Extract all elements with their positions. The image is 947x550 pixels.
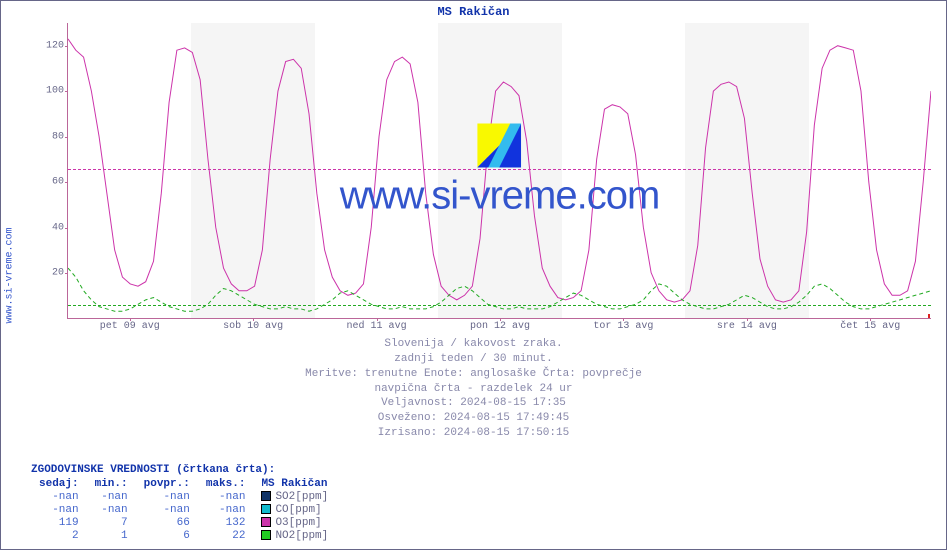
series-o3 <box>68 39 931 302</box>
caption-line: Izrisano: 2024-08-15 17:50:15 <box>1 426 946 441</box>
y-tick <box>65 46 68 47</box>
legend-col-header: povpr.: <box>136 478 198 491</box>
caption-line: Osveženo: 2024-08-15 17:49:45 <box>1 411 946 426</box>
y-tick-label: 20 <box>42 268 64 279</box>
legend-table: sedaj:min.:povpr.:maks.:MS Rakičan -nan-… <box>31 478 336 543</box>
avg-rule <box>68 305 931 306</box>
y-tick <box>65 228 68 229</box>
outer-y-label-text: www.si-vreme.com <box>5 227 16 323</box>
x-tick-label: čet 15 avg <box>840 321 900 332</box>
legend-series-cell: CO[ppm] <box>253 504 336 517</box>
legend-row: -nan-nan-nan-nanCO[ppm] <box>31 504 336 517</box>
outer-y-label: www.si-vreme.com <box>3 1 17 549</box>
x-tick-label: ned 11 avg <box>347 321 407 332</box>
y-tick-label: 80 <box>42 131 64 142</box>
y-tick-label: 40 <box>42 222 64 233</box>
legend-series-cell: O3[ppm] <box>253 517 336 530</box>
legend-row: 119766132 O3[ppm] <box>31 517 336 530</box>
legend-row: -nan-nan-nan-nanSO2[ppm] <box>31 491 336 504</box>
caption-line: navpična črta - razdelek 24 ur <box>1 382 946 397</box>
legend-row: 21622 NO2[ppm] <box>31 530 336 543</box>
legend-swatch <box>261 530 271 540</box>
chart-title: MS Rakičan <box>1 5 946 19</box>
y-tick-label: 60 <box>42 177 64 188</box>
legend-series-cell: NO2[ppm] <box>253 530 336 543</box>
legend-value: 7 <box>87 517 136 530</box>
legend-value: -nan <box>31 491 87 504</box>
legend-col-header: maks.: <box>198 478 254 491</box>
x-tick-label: sre 14 avg <box>717 321 777 332</box>
x-tick-label: pet 09 avg <box>100 321 160 332</box>
plot-area-wrap: www.si-vreme.com pet 09 avgsob 10 avgned… <box>41 23 931 333</box>
x-tick-label: tor 13 avg <box>593 321 653 332</box>
legend-value: -nan <box>31 504 87 517</box>
legend-value: 132 <box>198 517 254 530</box>
y-tick <box>65 182 68 183</box>
legend-value: 1 <box>87 530 136 543</box>
x-tick-label: sob 10 avg <box>223 321 283 332</box>
y-tick-label: 120 <box>42 40 64 51</box>
y-tick <box>65 91 68 92</box>
legend-value: 6 <box>136 530 198 543</box>
legend-value: -nan <box>87 491 136 504</box>
x-tick-label: pon 12 avg <box>470 321 530 332</box>
legend-series-label: O3[ppm] <box>275 517 321 529</box>
caption-line: Meritve: trenutne Enote: anglosaške Črta… <box>1 367 946 382</box>
avg-rule <box>68 169 931 170</box>
legend-station-header: MS Rakičan <box>253 478 336 491</box>
legend-header: ZGODOVINSKE VREDNOSTI (črtkana črta): <box>31 464 336 478</box>
legend-value: 2 <box>31 530 87 543</box>
legend-series-label: NO2[ppm] <box>275 530 328 542</box>
y-tick <box>65 273 68 274</box>
legend-swatch <box>261 491 271 501</box>
plot-area: www.si-vreme.com pet 09 avgsob 10 avgned… <box>67 23 931 319</box>
legend-value: 66 <box>136 517 198 530</box>
legend-series-label: SO2[ppm] <box>275 491 328 503</box>
legend-block: ZGODOVINSKE VREDNOSTI (črtkana črta): se… <box>31 464 336 543</box>
caption-block: Slovenija / kakovost zraka.zadnji teden … <box>1 337 946 441</box>
legend-value: -nan <box>136 491 198 504</box>
legend-value: -nan <box>87 504 136 517</box>
y-tick-label: 100 <box>42 86 64 97</box>
legend-col-header: min.: <box>87 478 136 491</box>
legend-value: -nan <box>136 504 198 517</box>
legend-swatch <box>261 517 271 527</box>
legend-swatch <box>261 504 271 514</box>
chart-frame: www.si-vreme.com MS Rakičan www.si-vreme… <box>0 0 947 550</box>
legend-value: -nan <box>198 491 254 504</box>
caption-line: Slovenija / kakovost zraka. <box>1 337 946 352</box>
legend-series-cell: SO2[ppm] <box>253 491 336 504</box>
caption-line: zadnji teden / 30 minut. <box>1 352 946 367</box>
caption-line: Veljavnost: 2024-08-15 17:35 <box>1 396 946 411</box>
legend-col-header: sedaj: <box>31 478 87 491</box>
legend-series-label: CO[ppm] <box>275 504 321 516</box>
legend-value: 119 <box>31 517 87 530</box>
series-svg <box>68 23 931 318</box>
y-tick <box>65 137 68 138</box>
legend-value: -nan <box>198 504 254 517</box>
legend-value: 22 <box>198 530 254 543</box>
